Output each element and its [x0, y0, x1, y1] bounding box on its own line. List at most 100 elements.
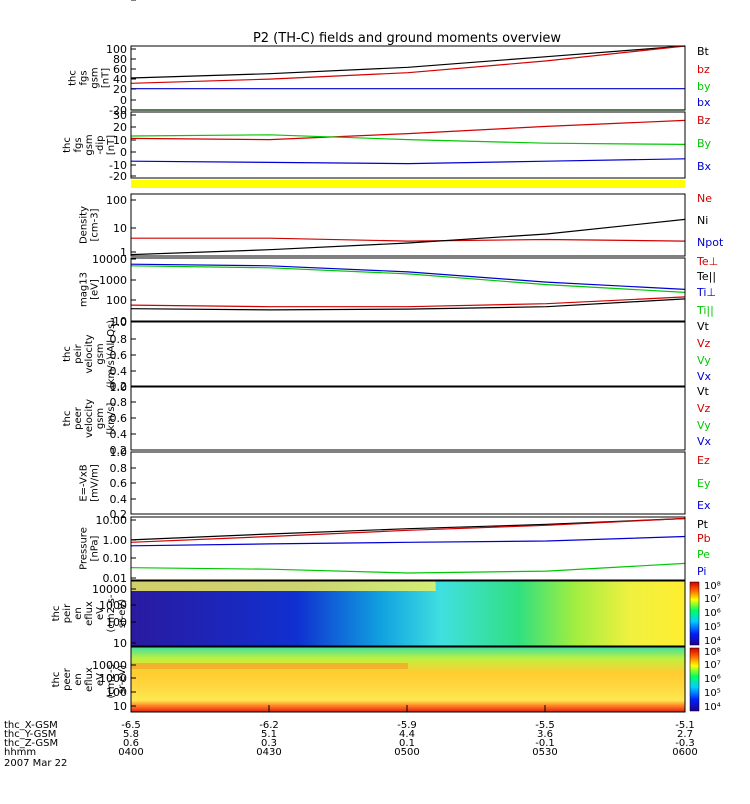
y-axis-label: peir [62, 603, 73, 623]
x-tick-label: -6.2 [259, 720, 279, 731]
panel-frame [130, 516, 686, 581]
legend-Npot: Npot [697, 236, 724, 249]
y-tick-label: 0.6 [110, 412, 128, 425]
legend-Pb: Pb [697, 532, 711, 545]
y-axis-label: [km/s] [106, 402, 117, 434]
y-tick-label: 100 [106, 194, 127, 207]
y-tick-label: -20 [109, 170, 127, 183]
y-axis-label: velocity [84, 399, 95, 438]
y-tick-label: 0.0 [110, 0, 128, 3]
x-tick-label: 2.7 [677, 729, 693, 740]
y-axis-label: Pressure [79, 527, 90, 570]
x-tick-label: 0530 [532, 747, 557, 758]
y-tick-label: 60 [113, 63, 127, 76]
y-axis-label: sr-eV) [117, 665, 128, 694]
x-tick-label: 0430 [256, 747, 281, 758]
series-Bz [130, 119, 686, 141]
y-axis-label: eV [95, 673, 106, 686]
y-axis-label: fgs [79, 70, 90, 85]
legend-Vz: Vz [697, 402, 711, 415]
date-label: 2007 Mar 22 [4, 758, 67, 769]
legend-Ti||: Ti|| [696, 304, 714, 317]
series-Pe [130, 562, 686, 574]
y-axis-label: fgs [73, 137, 84, 152]
x-tick-label: -5.5 [535, 720, 555, 731]
colorbar [689, 581, 700, 646]
y-tick-label: 0.01 [103, 572, 128, 585]
y-axis-label: gsm [84, 134, 95, 155]
legend-By: By [697, 137, 712, 150]
plot-title: P2 (TH-C) fields and ground moments over… [253, 31, 561, 46]
y-axis-label: thc [62, 411, 73, 427]
legend-Bx: Bx [697, 160, 712, 173]
legend-Vz: Vz [697, 337, 711, 350]
x-tick-label: -6.5 [121, 720, 141, 731]
legend-Ex: Ex [697, 499, 711, 512]
legend-Pi: Pi [697, 565, 706, 578]
y-tick-label: 0.8 [110, 333, 128, 346]
x-tick-label: -5.9 [397, 720, 417, 731]
legend-Te⊥: Te⊥ [696, 255, 718, 268]
x-tick-label: 0.1 [399, 738, 415, 749]
series-Ti⊥ [130, 263, 686, 290]
legend-Bt: Bt [697, 45, 710, 58]
y-axis-label: gsm [90, 67, 101, 88]
series-Ti|| [130, 265, 686, 293]
panel-frame [130, 45, 686, 111]
y-tick-label: 0.4 [110, 493, 128, 506]
x-row-label: thc_Y-GSM [4, 729, 56, 740]
series-Te|| [130, 298, 686, 311]
y-axis-label: velocity [84, 334, 95, 373]
x-tick-label: 4.4 [399, 729, 415, 740]
y-axis-label: (cm2-s- [106, 594, 117, 632]
colorbar-label: 10⁸ [704, 647, 721, 658]
y-axis-label: [cm-3] [90, 208, 101, 241]
x-row-label: thc_X-GSM [4, 720, 58, 731]
y-tick-label: 30 [113, 109, 127, 122]
y-axis-label: (km/s)(All Qs) [106, 320, 117, 388]
legend-Vt: Vt [697, 320, 710, 333]
legend-Pe: Pe [697, 548, 710, 561]
colorbar-label: 10⁵ [704, 688, 721, 699]
y-tick-label: 0.2 [110, 444, 128, 457]
y-tick-label: 1000 [99, 274, 127, 287]
panel-frame [130, 321, 686, 387]
y-tick-label: 10.00 [96, 514, 128, 527]
y-tick-label: 0.8 [110, 462, 128, 475]
y-tick-label: 10000 [92, 253, 127, 266]
y-axis-label: (cm2-s- [106, 660, 117, 698]
series-Te⊥ [130, 296, 686, 308]
colorbar-label: 10⁵ [704, 622, 721, 633]
y-axis-label: thc [62, 346, 73, 362]
series-bz [130, 45, 686, 84]
y-tick-label: 0 [120, 94, 127, 107]
flag-bar [131, 180, 685, 188]
series-Ne [131, 237, 686, 242]
y-tick-label: 10000 [92, 583, 127, 596]
y-axis-label: thc [68, 70, 79, 86]
colorbar-label: 10⁸ [704, 581, 721, 592]
y-tick-label: 80 [113, 53, 127, 66]
y-axis-label: sr-eV) [117, 599, 128, 628]
y-axis-label: [mV/m] [90, 464, 101, 502]
colorbar-label: 10⁷ [704, 594, 721, 605]
y-tick-label: 1.0 [110, 381, 128, 394]
y-tick-label: 10 [113, 315, 127, 328]
legend-Bz: Bz [697, 114, 711, 127]
y-axis-label: [nT] [106, 135, 117, 155]
y-tick-label: 1000 [99, 672, 127, 685]
y-tick-label: 0.8 [110, 396, 128, 409]
y-tick-label: -20 [109, 104, 127, 117]
x-tick-label: 0.3 [261, 738, 277, 749]
y-tick-label: 10 [113, 700, 127, 713]
series-Pb [130, 517, 686, 543]
y-axis-label: eflux [84, 601, 95, 626]
y-tick-label: 100 [106, 686, 127, 699]
y-tick-label: 1.0 [110, 446, 128, 459]
x-tick-label: 0.6 [123, 738, 139, 749]
y-axis-label: en [73, 607, 84, 620]
x-tick-label: 0500 [394, 747, 419, 758]
legend-Vy: Vy [697, 354, 711, 367]
legend-Ez: Ez [697, 454, 710, 467]
y-axis-label: peer [73, 406, 84, 430]
